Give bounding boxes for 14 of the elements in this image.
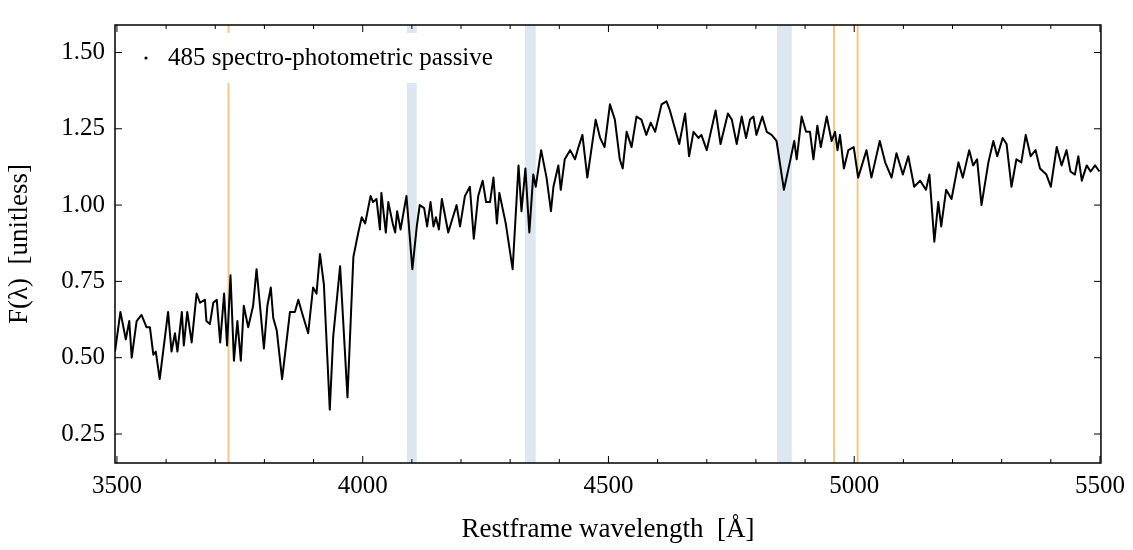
y-tick-label: 0.25 (61, 418, 105, 446)
x-tick-label: 3500 (91, 470, 142, 498)
x-tick-label: 4000 (337, 470, 388, 498)
x-tick-label: 5000 (829, 470, 880, 498)
x-axis-title: Restframe wavelength [Å] (461, 512, 755, 543)
y-tick-label: 0.50 (61, 342, 105, 370)
legend-label: 485 spectro-photometric passive (168, 42, 493, 70)
x-tick-label: 5500 (1074, 470, 1125, 498)
y-tick-label: 0.75 (61, 265, 105, 293)
y-axis-title: F(λ) [unitless] (3, 163, 34, 325)
y-tick-label: 1.50 (61, 37, 105, 65)
y-tick-label: 1.00 (61, 189, 105, 217)
x-tick-label: 4500 (583, 470, 634, 498)
y-tick-label: 1.25 (61, 113, 105, 141)
